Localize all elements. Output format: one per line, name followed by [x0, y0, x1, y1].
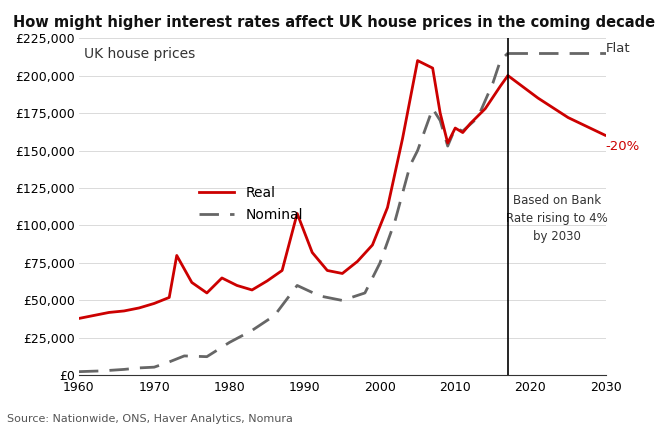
- Legend: Real, Nominal: Real, Nominal: [194, 180, 309, 227]
- Text: Flat: Flat: [606, 42, 630, 55]
- Text: Source: Nationwide, ONS, Haver Analytics, Nomura: Source: Nationwide, ONS, Haver Analytics…: [7, 414, 292, 424]
- Title: How might higher interest rates affect UK house prices in the coming decades?: How might higher interest rates affect U…: [12, 15, 655, 30]
- Text: Based on Bank
Rate rising to 4%
by 2030: Based on Bank Rate rising to 4% by 2030: [506, 193, 608, 242]
- Text: UK house prices: UK house prices: [84, 46, 195, 60]
- Text: -20%: -20%: [606, 140, 640, 153]
